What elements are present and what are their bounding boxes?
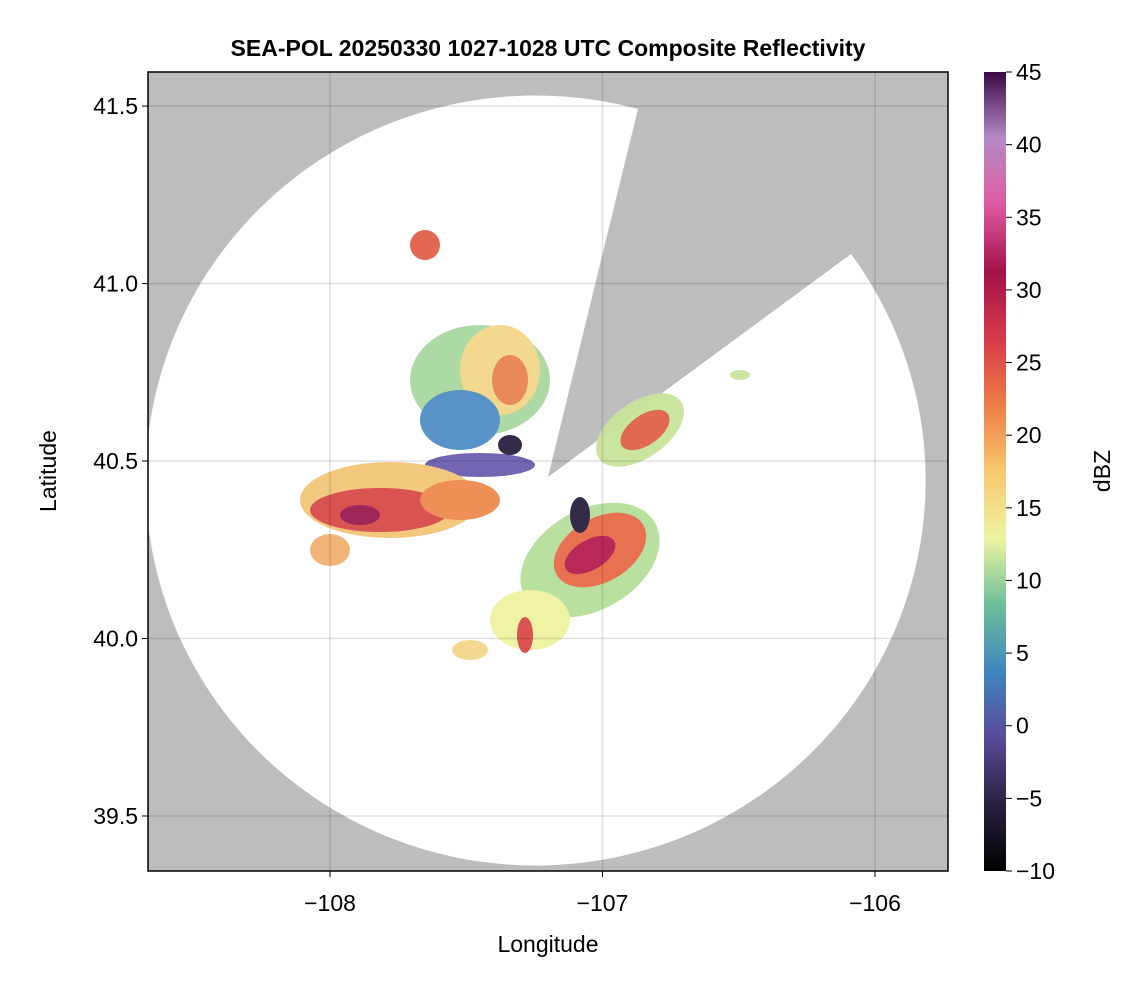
x-tick-label: −106: [849, 890, 901, 916]
colorbar-tick-label: 40: [1016, 132, 1042, 158]
y-tick-label: 41.0: [93, 271, 138, 297]
y-tick-label: 40.5: [93, 448, 138, 474]
x-tick-label: −108: [304, 890, 356, 916]
y-tick-label: 41.5: [93, 93, 138, 119]
colorbar-tick-label: 35: [1016, 204, 1042, 230]
colorbar-tick-label: 0: [1016, 713, 1029, 739]
colorbar-tick-label: 25: [1016, 350, 1042, 376]
colorbar-tick-label: 30: [1016, 277, 1042, 303]
colorbar-tick-label: 5: [1016, 640, 1029, 666]
coverage-disk: [148, 95, 926, 866]
colorbar-tick-label: −10: [1016, 858, 1055, 884]
y-tick-label: 40.0: [93, 626, 138, 652]
colorbar-tick-label: 10: [1016, 567, 1042, 593]
grid: [148, 72, 948, 871]
y-tick-label: 39.5: [93, 803, 138, 829]
echoes: [300, 230, 750, 660]
x-axis-label: Longitude: [497, 931, 598, 957]
chart-title: SEA-POL 20250330 1027-1028 UTC Composite…: [231, 35, 866, 61]
colorbar-tick-label: 45: [1016, 59, 1042, 85]
colorbar-label: dBZ: [1089, 450, 1115, 492]
colorbar: [984, 72, 1006, 871]
colorbar-tick-label: 20: [1016, 422, 1042, 448]
radar-coverage: [148, 95, 926, 866]
y-axis-label: Latitude: [35, 430, 61, 512]
plot-frame: [147, 71, 949, 872]
x-tick-label: −107: [577, 890, 629, 916]
colorbar-tick-label: 15: [1016, 495, 1042, 521]
colorbar-tick-label: −5: [1016, 785, 1042, 811]
